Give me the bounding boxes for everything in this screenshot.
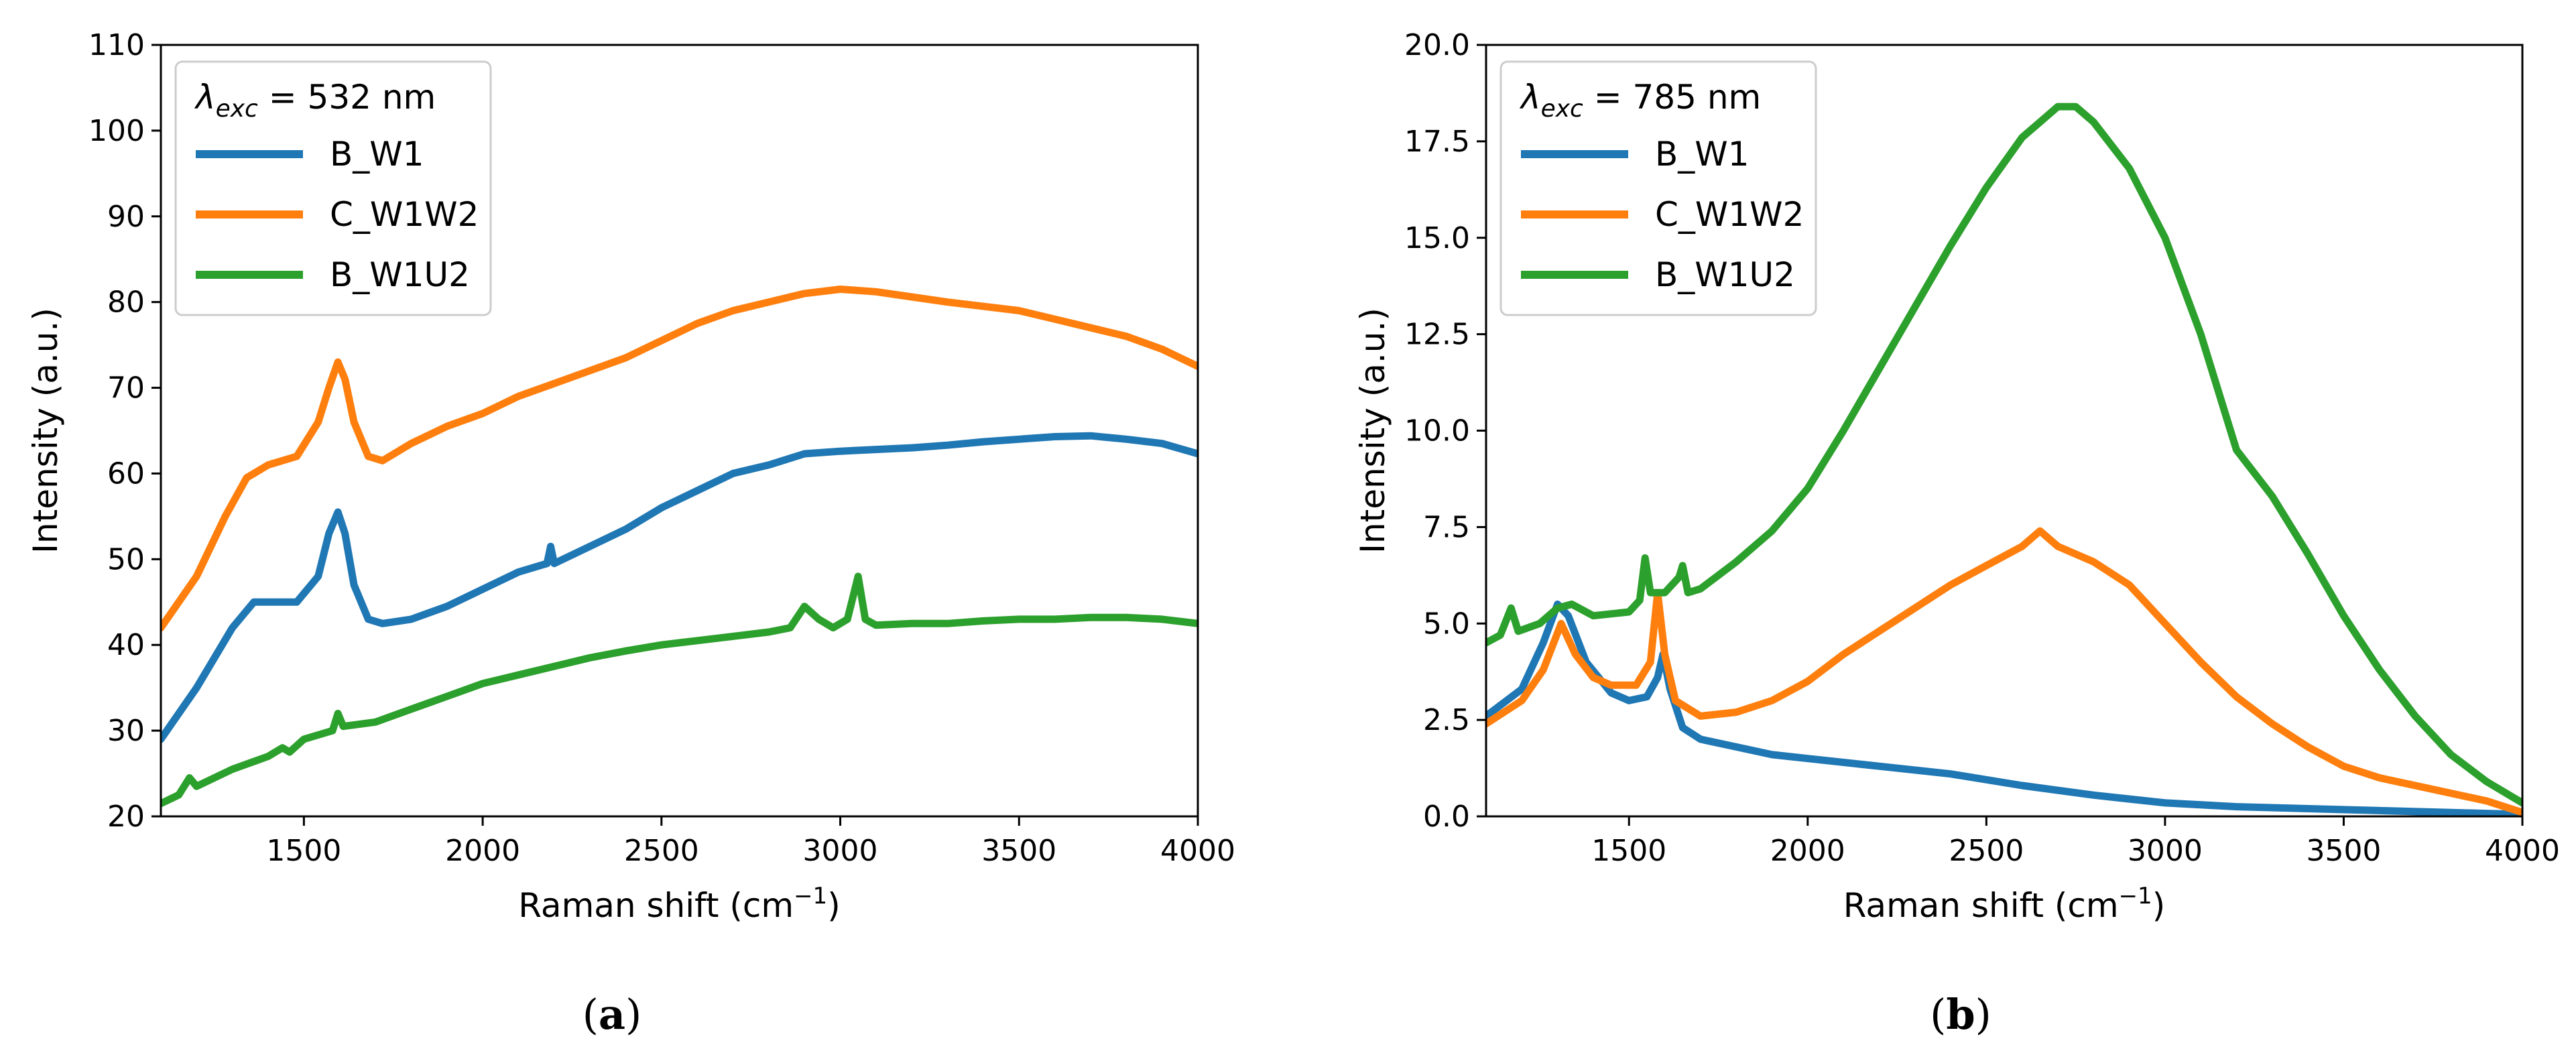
legend-label-B_W1U2: B_W1U2 <box>330 255 470 294</box>
y-tick-label: 10.0 <box>1404 414 1470 448</box>
legend-label-B_W1U2: B_W1U2 <box>1655 255 1795 294</box>
panel-caption: (b) <box>1930 990 1991 1039</box>
y-tick-label: 70 <box>107 371 145 405</box>
series-line-C_W1W2 <box>161 286 1198 632</box>
x-tick-label: 3500 <box>981 834 1056 868</box>
y-tick-label: 50 <box>107 542 145 576</box>
y-tick-label: 40 <box>107 628 145 662</box>
x-tick-label: 1500 <box>1591 834 1666 868</box>
y-tick-label: 7.5 <box>1423 510 1470 544</box>
y-tick-label: 30 <box>107 714 145 748</box>
x-tick-label: 3000 <box>803 834 878 868</box>
x-axis-label: Raman shift (cm−1) <box>518 883 840 925</box>
y-tick-label: 0.0 <box>1423 800 1470 834</box>
y-axis-label: Intensity (a.u.) <box>26 308 65 554</box>
y-tick-label: 110 <box>88 28 145 62</box>
x-tick-label: 2500 <box>1949 834 2024 868</box>
legend-box <box>1499 60 1817 316</box>
legend-box <box>174 60 492 316</box>
x-axis-label: Raman shift (cm−1) <box>1843 883 2165 925</box>
series-line-C_W1W2 <box>1486 527 2522 816</box>
x-tick-label: 1500 <box>266 834 341 868</box>
x-tick-label: 4000 <box>1160 834 1235 868</box>
y-tick-label: 5.0 <box>1423 607 1470 641</box>
legend: λexc = 532 nm B_W1 C_W1W2 B_W1U2 <box>174 60 492 316</box>
series-line-B_W1 <box>161 432 1198 743</box>
y-tick-label: 15.0 <box>1404 221 1470 255</box>
y-tick-label: 20.0 <box>1404 28 1470 62</box>
plot-frame <box>160 44 1199 818</box>
y-tick-label: 90 <box>107 200 145 234</box>
x-tick-label: 3000 <box>2128 834 2203 868</box>
x-tick-label: 2000 <box>445 834 520 868</box>
x-tick-label: 2500 <box>624 834 699 868</box>
series-line-B_W1U2 <box>161 572 1198 808</box>
y-tick-label: 17.5 <box>1404 125 1470 159</box>
y-tick-label: 20 <box>107 800 145 834</box>
y-tick-label: 2.5 <box>1423 703 1470 737</box>
legend-label-C_W1W2: C_W1W2 <box>330 195 479 234</box>
y-tick-label: 100 <box>88 114 145 148</box>
x-tick-label: 3500 <box>2306 834 2381 868</box>
series-line-B_W1 <box>1486 601 2522 816</box>
y-tick-label: 12.5 <box>1404 318 1470 352</box>
legend-label-B_W1: B_W1 <box>330 135 424 174</box>
x-tick-label: 2000 <box>1770 834 1845 868</box>
y-axis-label: Intensity (a.u.) <box>1353 308 1392 554</box>
series-line-B_W1U2 <box>1486 103 2522 807</box>
panel-caption: (a) <box>582 990 642 1039</box>
y-tick-label: 80 <box>107 286 145 320</box>
series-group <box>1486 103 2522 816</box>
legend-label-C_W1W2: C_W1W2 <box>1655 195 1804 234</box>
panel-b: 1500 2000 2500 3000 3500 4000 0.0 2.5 5.0 7.5 10.0… <box>1353 28 2560 1039</box>
legend-label-B_W1: B_W1 <box>1655 135 1750 174</box>
y-tick-label: 60 <box>107 456 145 491</box>
x-tick-label: 4000 <box>2485 834 2560 868</box>
legend-title: λexc = 532 nm <box>194 78 436 123</box>
panel-a: 1500 2000 2500 3000 3500 4000 20 30 40 50 60 70 80 90… <box>26 28 1235 1039</box>
legend-title: λexc = 785 nm <box>1519 78 1761 123</box>
legend: λexc = 785 nm B_W1 C_W1W2 B_W1U2 <box>1499 60 1817 316</box>
series-group <box>161 286 1198 808</box>
